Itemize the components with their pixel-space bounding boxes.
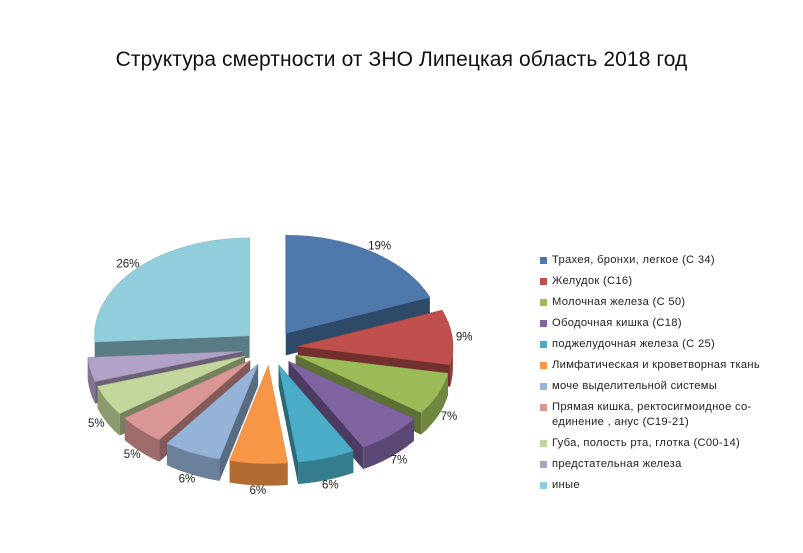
pie-slice-side <box>124 418 160 462</box>
pie-slice <box>285 235 431 334</box>
pie-slice <box>297 309 454 366</box>
legend-label: предстательная железа <box>552 458 682 470</box>
pie-slice-side <box>229 460 288 486</box>
legend-item: Прямая кишка, ректосигмоидное со- единен… <box>540 400 780 430</box>
legend-label: Ободочная кишка (С18) <box>552 317 682 329</box>
legend-label: Желудок (С16) <box>552 275 633 287</box>
pie-slice <box>94 237 250 343</box>
legend-label: Трахея, бронхи, легкое (С 34) <box>552 254 715 266</box>
pie-labels: 19% 9% 7% 7% 6% 6% 6% 5% 5% 26% <box>88 241 473 497</box>
legend-label: иные <box>552 479 580 491</box>
legend-item: Ободочная кишка (С18) <box>540 316 780 331</box>
legend-swatch <box>540 362 547 369</box>
legend-swatch <box>540 320 547 327</box>
legend-swatch <box>540 461 547 468</box>
slice-value-label: 6% <box>179 474 196 486</box>
pie-slice-side <box>97 386 120 436</box>
slice-value-label: 9% <box>456 331 473 343</box>
pie-slice <box>166 363 259 460</box>
pie-slice <box>295 354 449 413</box>
legend-swatch <box>540 299 547 306</box>
legend-item: Желудок (С16) <box>540 274 780 289</box>
legend-item: Молочная железа (С 50) <box>540 295 780 310</box>
legend-swatch <box>540 440 547 447</box>
slice-value-label: 19% <box>368 241 391 253</box>
pie-slice <box>278 363 354 463</box>
legend-item: предстательная железа <box>540 457 780 472</box>
slice-value-label: 5% <box>124 449 141 461</box>
legend-swatch <box>540 404 547 411</box>
legend-item: иные <box>540 478 780 493</box>
legend-item: Трахея, бронхи, легкое (С 34) <box>540 253 780 268</box>
pie-slice-side <box>421 373 448 435</box>
pie-slice <box>288 361 415 448</box>
legend-swatch <box>540 257 547 264</box>
slice-value-label: 7% <box>391 454 408 466</box>
legend-label: моче выделительной системы <box>552 380 718 392</box>
slice-value-label: 5% <box>88 418 105 430</box>
pie-slice <box>87 351 243 382</box>
pie-slice <box>97 355 246 414</box>
pie-slice-side <box>87 357 96 404</box>
legend-swatch <box>540 482 547 489</box>
pie-slice-side <box>166 443 220 481</box>
legend-label: Прямая кишка, ректосигмоидное со- единен… <box>552 401 752 428</box>
legend-item: моче выделительной системы <box>540 379 780 394</box>
slice-value-label: 6% <box>249 485 266 497</box>
pie-slice <box>229 364 289 464</box>
slice-value-label: 26% <box>116 258 139 270</box>
legend-item: Лимфатическая и кроветворная ткань <box>540 358 780 373</box>
legend-item: Губа, полость рта, глотка (С00-14) <box>540 436 780 451</box>
chart-title: Структура смертности от ЗНО Липецкая обл… <box>115 48 688 71</box>
slice-value-label: 7% <box>441 411 458 423</box>
pie-slice-face <box>278 364 299 485</box>
slice-value-label: 6% <box>322 479 339 491</box>
pie-slice <box>124 360 251 441</box>
legend-label: Молочная железа (С 50) <box>552 296 686 308</box>
legend-swatch <box>540 383 547 390</box>
legend-label: поджелудочная железа (С 25) <box>552 338 716 350</box>
pie-slice-side <box>363 418 414 470</box>
legend: Трахея, бронхи, легкое (С 34) Желудок (С1… <box>540 253 780 499</box>
legend-swatch <box>540 341 547 348</box>
legend-swatch <box>540 278 547 285</box>
pie-slice-side <box>298 450 354 485</box>
legend-label: Губа, полость рта, глотка (С00-14) <box>552 437 740 449</box>
pie-tops <box>87 235 454 464</box>
legend-label: Лимфатическая и кроветворная ткань <box>552 359 761 371</box>
legend-item: поджелудочная железа (С 25) <box>540 337 780 352</box>
